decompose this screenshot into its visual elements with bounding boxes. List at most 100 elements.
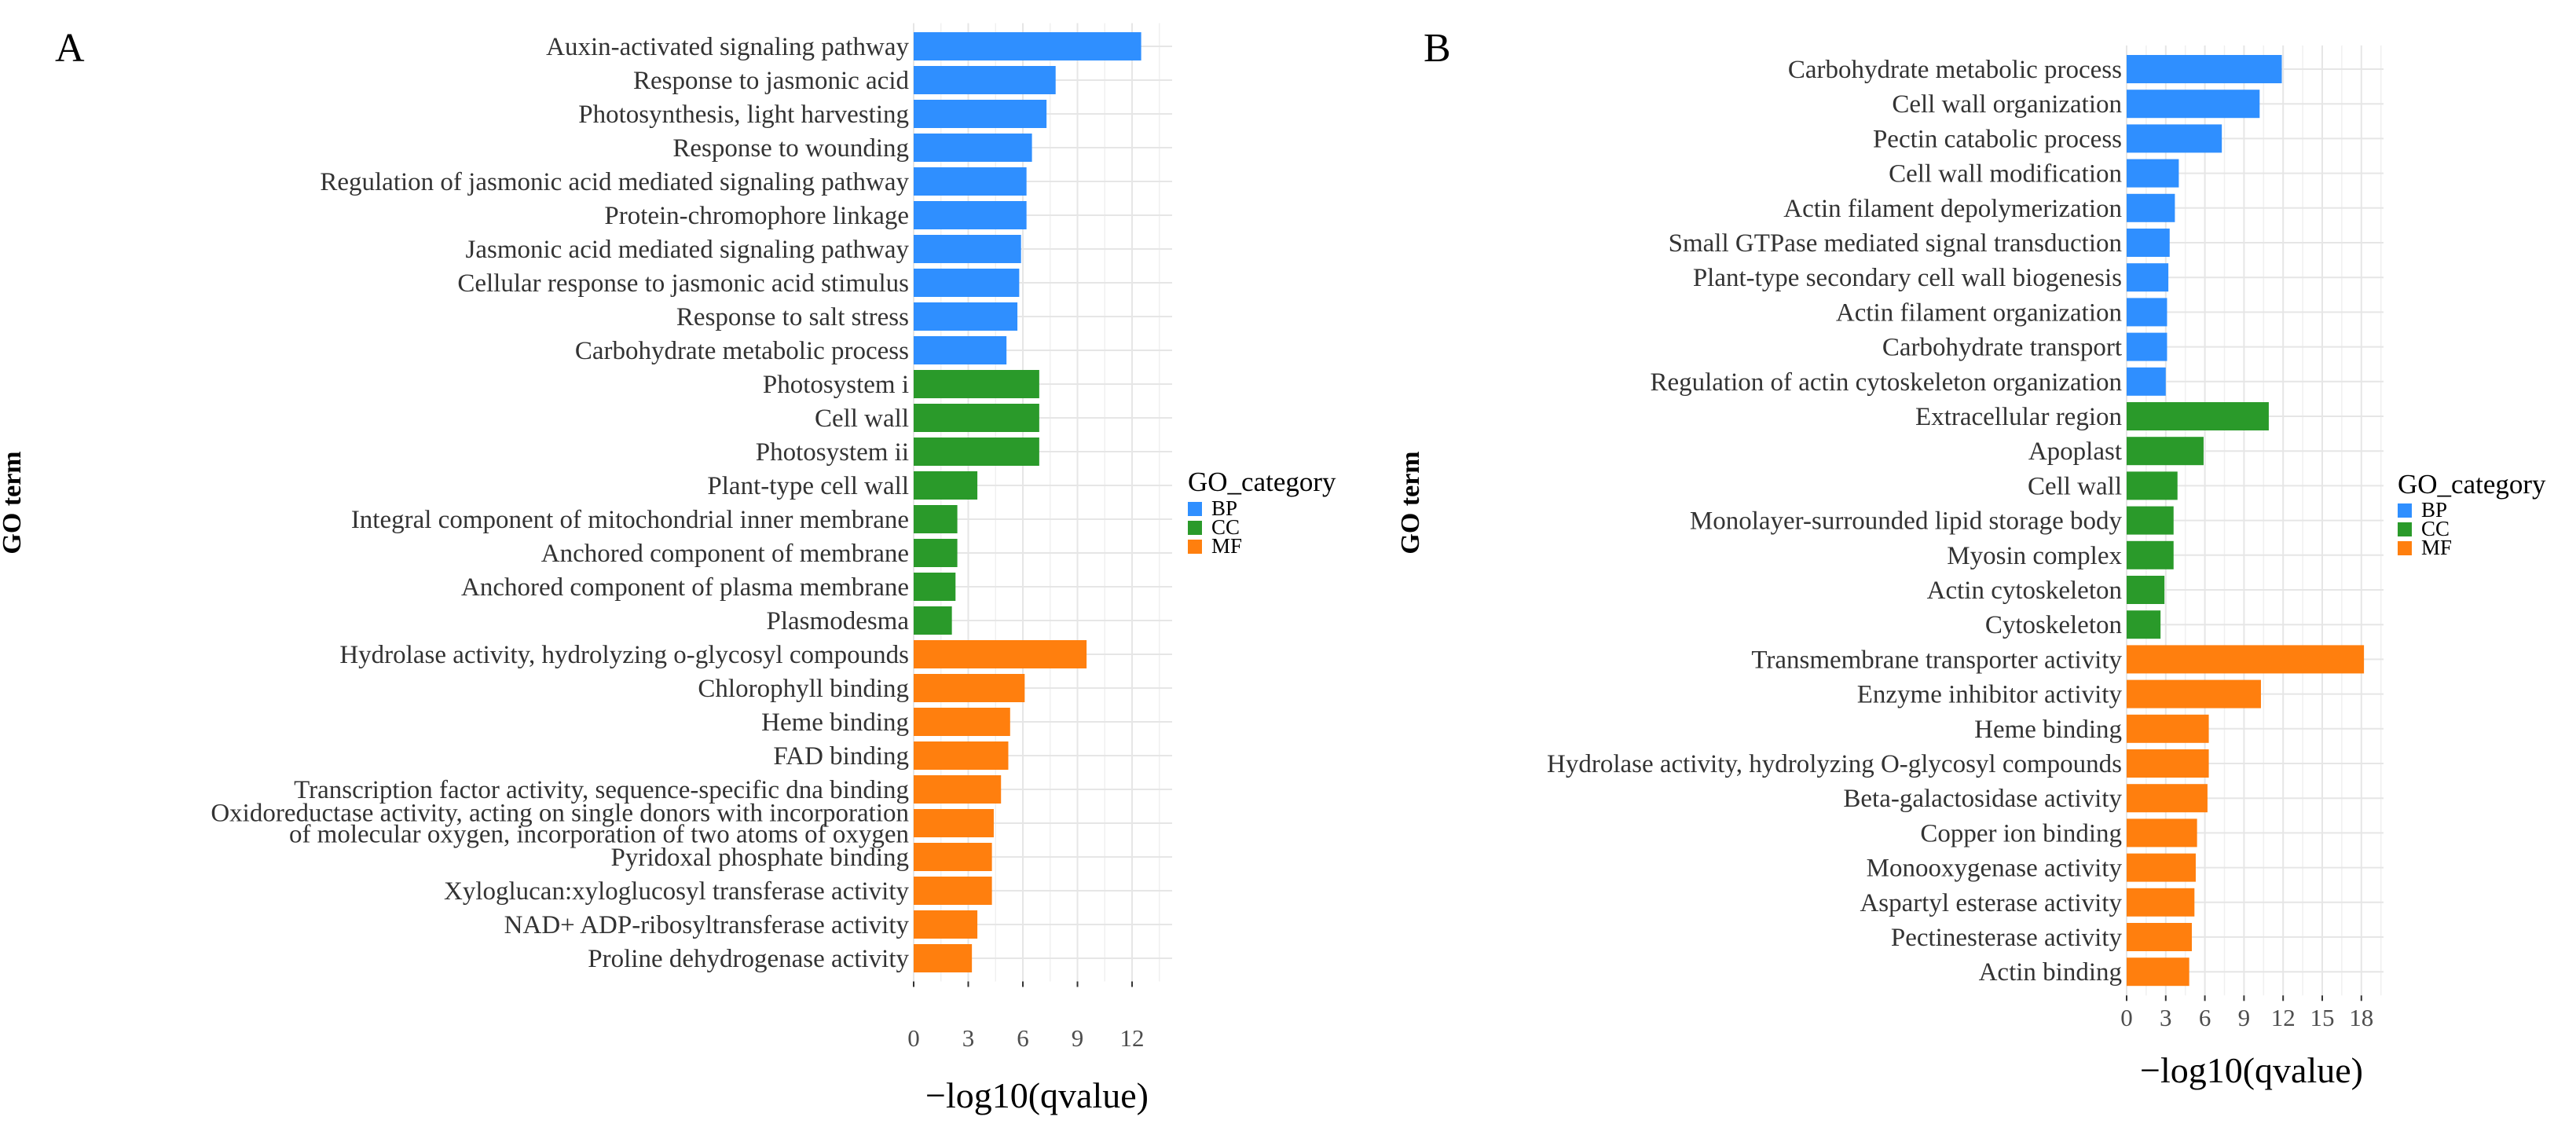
go-term-label: Cell wall: [815, 405, 909, 433]
legend-label-cc: CC: [2421, 517, 2450, 540]
go-term-label: Response to salt stress: [676, 303, 909, 331]
go-term-label: Pectinesterase activity: [1891, 924, 2123, 952]
bar-bp: [914, 269, 1020, 297]
go-term-label: Protein-chromophore linkage: [604, 202, 909, 230]
go-term-label: Actin binding: [1979, 958, 2122, 987]
legend-swatch-cc: [2398, 522, 2412, 536]
bar-cc: [914, 370, 1039, 398]
bar-mf: [914, 640, 1087, 668]
bar-cc: [2127, 576, 2165, 604]
bar-cc: [2127, 437, 2204, 466]
go-term-label: Carbohydrate transport: [1882, 334, 2122, 362]
x-tick-label: 12: [2271, 1004, 2296, 1031]
go-term-label: Actin cytoskeleton: [1927, 577, 2122, 605]
bar-bp: [2127, 193, 2175, 222]
legend-swatch-mf: [1188, 540, 1202, 554]
bar-bp: [914, 100, 1047, 128]
go-term-label: Actin filament depolymerization: [1783, 195, 2122, 223]
legend-swatch-bp: [1188, 502, 1202, 516]
panel-A: A Auxin-activated signaling pathway Respon…: [0, 23, 1336, 1115]
x-axis-title: −log10(qvalue): [925, 1075, 1149, 1115]
x-tick-label: 18: [2349, 1004, 2373, 1031]
legend-label-bp: BP: [2421, 498, 2447, 522]
bar-bp: [2127, 298, 2167, 327]
bar-cc: [2127, 402, 2269, 430]
legend-label-mf: MF: [1211, 534, 1242, 558]
bar-cc: [2127, 610, 2161, 639]
go-term-label: Plasmodesma: [767, 607, 910, 635]
bar-mf: [2127, 818, 2197, 848]
go-term-label: NAD+ ADP-ribosyltransferase activity: [504, 911, 910, 939]
bar-mf: [2127, 679, 2261, 708]
go-term-label: Auxin-activated signaling pathway: [546, 33, 909, 61]
bar-mf: [914, 877, 992, 905]
x-tick-label: 3: [2160, 1004, 2172, 1031]
go-term-label: Cytoskeleton: [1985, 611, 2122, 639]
go-term-label: Small GTPase mediated signal transductio…: [1669, 229, 2122, 258]
bar-bp: [2127, 229, 2170, 257]
go-term-label: Regulation of actin cytoskeleton organiz…: [1650, 368, 2122, 397]
go-term-label: Myosin complex: [1947, 542, 2122, 570]
x-tick-label: 6: [1017, 1024, 1029, 1052]
panel-letter: A: [55, 26, 85, 71]
legend-swatch-mf: [2398, 541, 2412, 555]
bar-mf: [2127, 957, 2189, 987]
bar-mf: [2127, 714, 2209, 743]
bar-bp: [914, 66, 1056, 94]
go-term-label: Cell wall organization: [1892, 90, 2122, 119]
bar-bp: [2127, 124, 2222, 153]
go-term-label: Response to wounding: [672, 134, 909, 163]
bar-mf: [2127, 645, 2365, 674]
go-term-label: Regulation of jasmonic acid mediated sig…: [320, 168, 909, 196]
bar-mf: [914, 674, 1025, 702]
go-term-label: Monooxygenase activity: [1867, 855, 2123, 883]
bar-bp: [914, 201, 1027, 229]
bar-cc: [914, 471, 978, 500]
bar-bp: [2127, 263, 2169, 292]
go-term-label: Actin filament organization: [1836, 298, 2122, 327]
go-term-label: Photosynthesis, light harvesting: [578, 101, 909, 129]
legend-title: GO_category: [1188, 467, 1336, 497]
go-term-label: Pectin catabolic process: [1873, 125, 2122, 153]
gridlines: [913, 23, 1172, 982]
go-term-label: Cellular response to jasmonic acid stimu…: [457, 269, 909, 298]
x-tick-label: 0: [907, 1024, 920, 1052]
go-term-label: Photosystem i: [763, 371, 909, 399]
bar-cc: [914, 404, 1039, 432]
x-tick-label: 9: [2238, 1004, 2251, 1031]
x-tick-label: 12: [1120, 1024, 1145, 1052]
go-term-label: Pyridoxal phosphate binding: [611, 844, 909, 872]
go-term-label: Heme binding: [1974, 716, 2122, 744]
go-term-label: Extracellular region: [1915, 403, 2122, 431]
go-term-label: Jasmonic acid mediated signaling pathway: [465, 236, 909, 264]
go-term-label: Apoplast: [2028, 438, 2122, 466]
bar-bp: [914, 336, 1007, 364]
legend-label-mf: MF: [2421, 536, 2452, 559]
x-tick-label: 3: [962, 1024, 975, 1052]
bar-cc: [2127, 540, 2174, 569]
bar-mf: [914, 708, 1010, 736]
go-term-label: Hydrolase activity, hydrolyzing o-glycos…: [339, 641, 909, 669]
bar-mf: [914, 910, 978, 939]
bar-bp: [914, 302, 1018, 331]
go-term-label: Cell wall modification: [1889, 160, 2122, 189]
bar-cc: [2127, 471, 2178, 500]
bar-mf: [914, 809, 994, 837]
bar-mf: [914, 944, 973, 972]
bar-mf: [2127, 853, 2196, 882]
x-tick-label: 15: [2310, 1004, 2334, 1031]
go-term-label: Plant-type secondary cell wall biogenesi…: [1693, 264, 2122, 292]
bar-bp: [914, 235, 1021, 263]
bar-cc: [914, 539, 958, 567]
go-term-label: Monolayer-surrounded lipid storage body: [1690, 507, 2123, 536]
go-term-label: Aspartyl esterase activity: [1860, 889, 2122, 917]
x-axis-title: −log10(qvalue): [2140, 1050, 2363, 1090]
bar-cc: [914, 606, 952, 635]
bar-bp: [2127, 367, 2166, 396]
bar-bp: [2127, 159, 2179, 188]
go-term-label: Heme binding: [761, 708, 909, 737]
go-term-label: Proline dehydrogenase activity: [588, 945, 909, 973]
go-term-label: Carbohydrate metabolic process: [575, 337, 909, 365]
